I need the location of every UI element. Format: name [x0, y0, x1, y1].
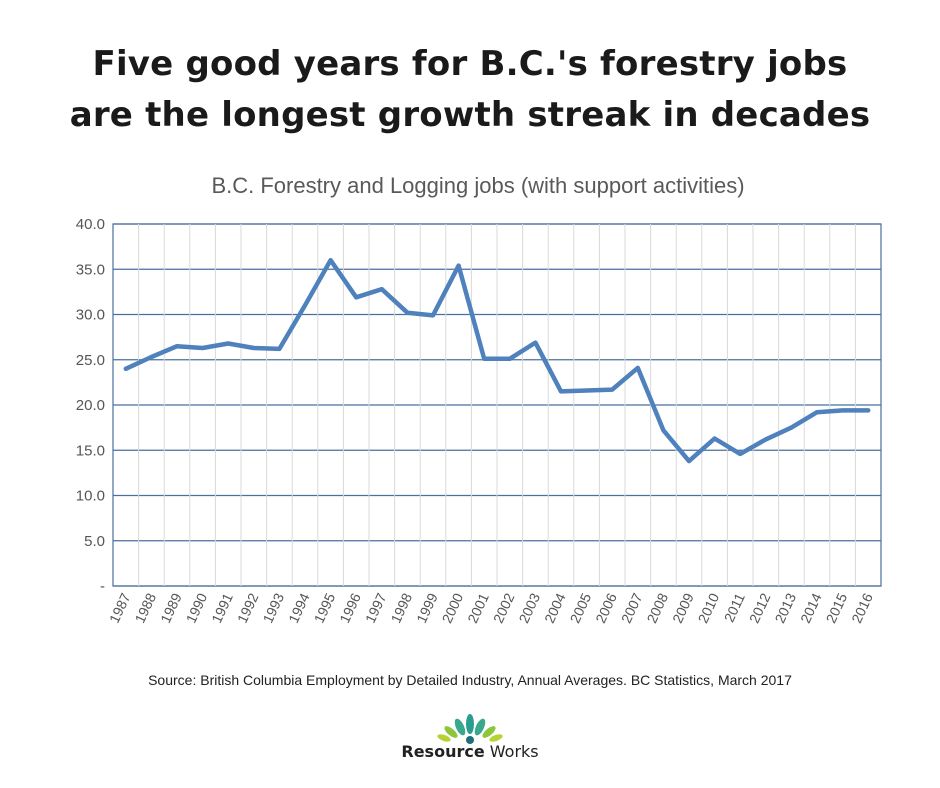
x-tick-label: 2015 — [823, 590, 851, 625]
series-line — [123, 257, 871, 464]
x-tick-label: 2003 — [515, 590, 543, 625]
x-tick-label: 1994 — [285, 590, 313, 625]
brand-name: Resource Works — [0, 742, 940, 761]
x-tick-label: 2016 — [848, 590, 876, 625]
x-tick-label: 2013 — [771, 590, 799, 625]
x-tick-label: 2008 — [643, 590, 671, 625]
x-tick-label: 1989 — [157, 590, 185, 625]
x-tick-label: 1996 — [336, 590, 364, 625]
x-tick-label: 1991 — [208, 590, 236, 625]
x-tick-label: 2007 — [618, 590, 646, 625]
x-tick-label: 1987 — [106, 590, 134, 625]
y-tick-label: - — [100, 578, 105, 595]
x-tick-label: 2002 — [490, 590, 518, 625]
x-tick-label: 1993 — [259, 590, 287, 625]
resource-works-logo-icon — [437, 714, 503, 744]
x-tick-label: 1998 — [387, 590, 415, 625]
brand-name-bold: Resource — [401, 742, 485, 761]
x-tick-label: 2000 — [439, 590, 467, 625]
x-tick-label: 2010 — [695, 590, 723, 625]
x-tick-label: 2014 — [797, 590, 825, 625]
y-tick-label: 20.0 — [76, 397, 105, 414]
y-tick-label: 25.0 — [76, 352, 105, 369]
x-tick-label: 1995 — [311, 590, 339, 625]
x-tick-label: 2012 — [746, 590, 774, 625]
x-tick-label: 2006 — [592, 590, 620, 625]
chart-title: B.C. Forestry and Logging jobs (with sup… — [211, 173, 744, 198]
x-tick-label: 1990 — [183, 590, 211, 625]
x-tick-label: 2005 — [567, 590, 595, 625]
line-chart: B.C. Forestry and Logging jobs (with sup… — [76, 173, 882, 626]
x-tick-label: 1992 — [234, 590, 262, 625]
source-note: Source: British Columbia Employment by D… — [148, 672, 792, 688]
y-tick-label: 40.0 — [76, 216, 105, 233]
x-tick-label: 1988 — [131, 590, 159, 625]
y-tick-label: 10.0 — [76, 488, 105, 505]
y-tick-label: 30.0 — [76, 307, 105, 324]
x-tick-label: 1997 — [362, 590, 390, 625]
x-tick-label: 2011 — [721, 590, 748, 624]
y-tick-label: 5.0 — [84, 533, 105, 550]
brand-name-light: Works — [484, 742, 539, 761]
headline-line-1: Five good years for B.C.'s forestry jobs — [92, 44, 848, 84]
x-tick-label: 2004 — [541, 590, 569, 625]
x-tick-label: 2009 — [669, 590, 697, 625]
headline-line-2: are the longest growth streak in decades — [69, 95, 871, 135]
x-tick-label: 1999 — [413, 590, 441, 625]
x-tick-label: 2001 — [464, 590, 492, 625]
y-tick-label: 35.0 — [76, 261, 105, 278]
y-tick-label: 15.0 — [76, 442, 105, 459]
